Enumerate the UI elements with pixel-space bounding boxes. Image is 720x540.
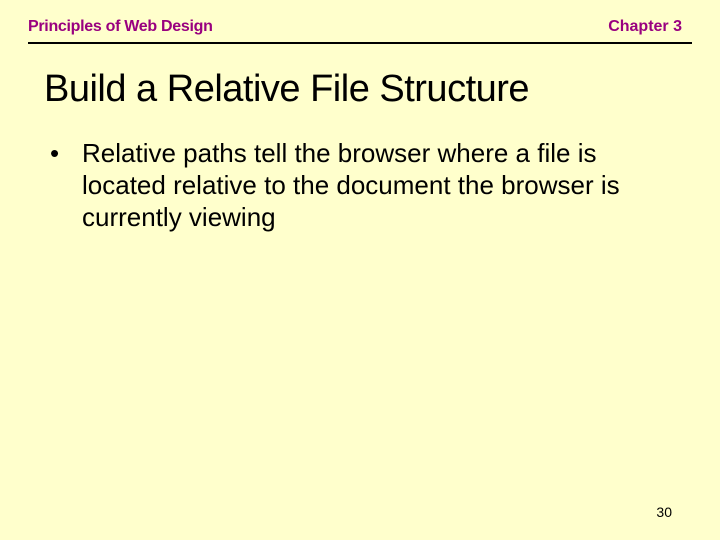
bullet-item: • Relative paths tell the browser where … [44,137,676,233]
slide-header: Principles of Web Design Chapter 3 [0,0,720,42]
bullet-marker: • [44,137,82,169]
header-chapter: Chapter 3 [608,18,682,36]
header-divider [28,42,692,44]
slide-title: Build a Relative File Structure [44,68,720,111]
bullet-text: Relative paths tell the browser where a … [82,137,676,233]
header-course-title: Principles of Web Design [28,18,213,36]
page-number: 30 [656,504,672,520]
bullet-list: • Relative paths tell the browser where … [44,137,676,233]
